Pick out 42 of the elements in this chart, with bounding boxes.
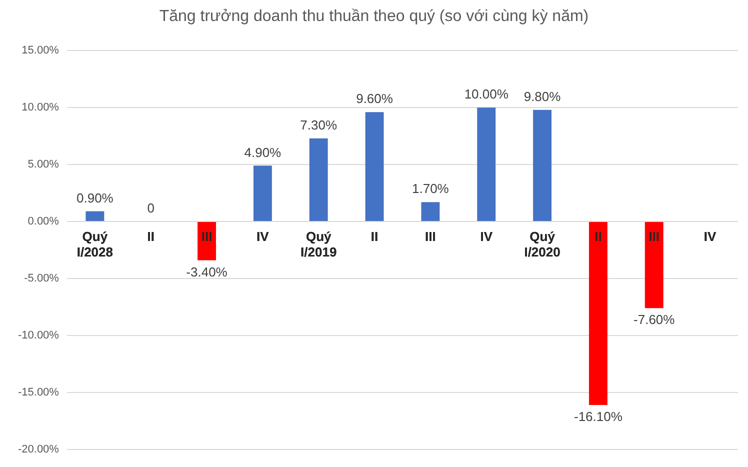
x-tick-label: II xyxy=(594,228,602,244)
data-label: -3.40% xyxy=(186,264,228,280)
y-tick-label: -20.00% xyxy=(18,443,60,456)
data-label: 0 xyxy=(147,200,154,216)
x-tick-label: Quý I/2019 xyxy=(300,228,337,260)
bar xyxy=(477,108,496,222)
y-tick-label: 5.00% xyxy=(28,158,60,171)
bar xyxy=(86,211,104,222)
bar xyxy=(253,166,272,222)
x-tick-label: Quý I/2020 xyxy=(524,228,560,260)
x-tick-label: III xyxy=(425,228,436,244)
y-tick-label: 10.00% xyxy=(22,102,60,114)
x-tick-label: II xyxy=(147,228,154,244)
data-label: -16.10% xyxy=(574,409,623,424)
bar xyxy=(365,112,384,222)
data-label: 4.90% xyxy=(244,144,282,160)
bar xyxy=(421,202,440,222)
y-tick-label: 0.00% xyxy=(28,216,60,228)
x-tick-label: Quý I/2028 xyxy=(76,228,114,260)
chart-title: Tăng trưởng doanh thu thuần theo quý (so với cùng kỳ năm) xyxy=(158,8,590,26)
bar xyxy=(309,138,328,222)
data-label: 7.30% xyxy=(300,117,338,132)
bar xyxy=(198,222,216,260)
x-tick-label: IV xyxy=(256,228,270,244)
x-tick-label: III xyxy=(201,228,212,244)
y-tick-label: -10.00% xyxy=(18,329,60,342)
bar xyxy=(644,222,664,308)
x-tick-label: IV xyxy=(480,228,493,244)
data-label: 9.80% xyxy=(524,88,562,104)
x-tick-label: IV xyxy=(704,228,717,244)
x-tick-label: II xyxy=(370,228,378,244)
y-tick-label: -5.00% xyxy=(24,272,60,285)
data-label: -7.60% xyxy=(634,312,676,328)
data-label: 1.70% xyxy=(412,181,450,196)
data-label: 0.90% xyxy=(76,190,114,206)
data-label: 9.60% xyxy=(356,91,394,106)
data-label: 10.00% xyxy=(464,86,509,102)
x-tick-label: III xyxy=(648,228,660,244)
y-tick-label: 15.00% xyxy=(22,44,60,57)
y-tick-label: -15.00% xyxy=(18,386,60,398)
bar xyxy=(588,222,608,405)
bar xyxy=(533,110,552,222)
